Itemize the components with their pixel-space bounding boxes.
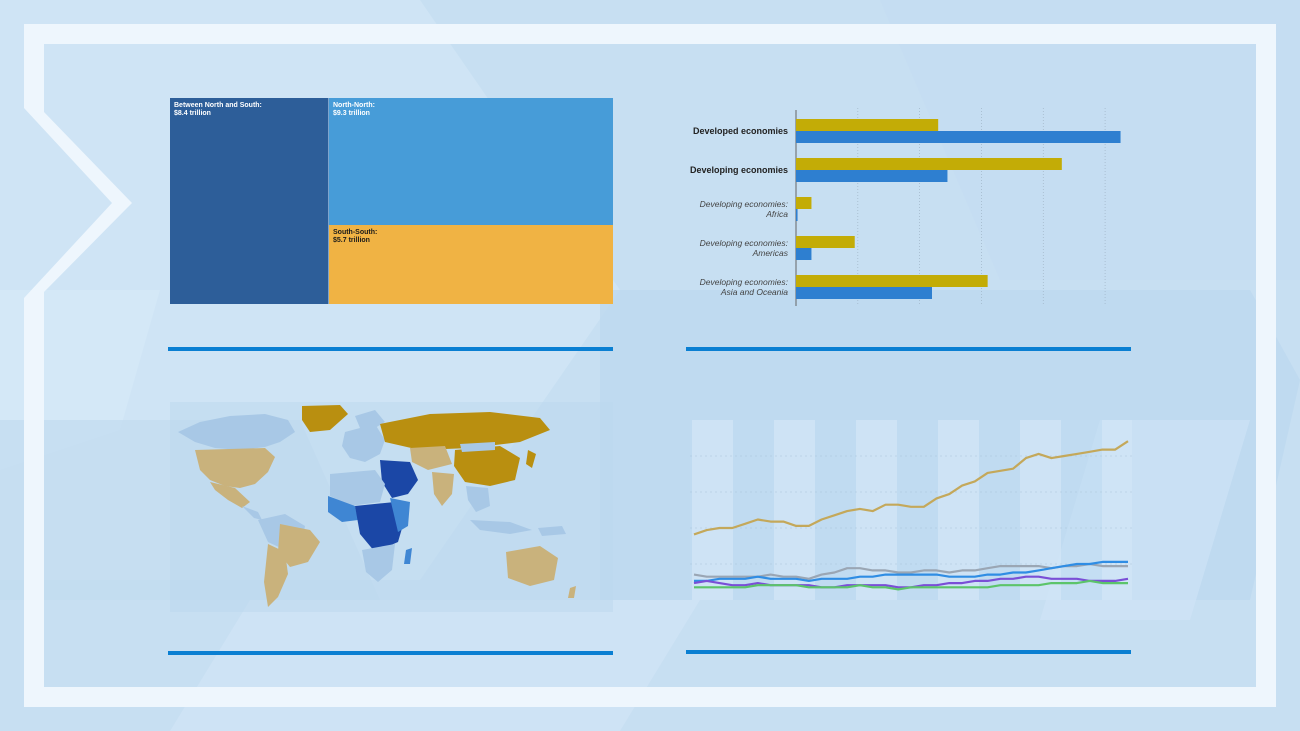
map-region-europe xyxy=(342,424,385,462)
bar xyxy=(796,248,812,260)
line-chart xyxy=(690,420,1143,600)
line-band xyxy=(774,420,815,600)
treemap-value: $8.4 trillion xyxy=(174,110,211,117)
line-series xyxy=(693,440,1129,536)
bar-category-label: Developed economies xyxy=(692,126,788,136)
line-band xyxy=(692,420,733,600)
bar xyxy=(796,131,1121,143)
map-region-madagascar xyxy=(404,548,412,564)
panel-divider xyxy=(168,347,613,351)
line-band xyxy=(938,420,979,600)
treemap-panel: Between North and South: $8.4 trillion N… xyxy=(170,98,613,304)
map-region-southeast-asia xyxy=(466,486,490,512)
world-map-panel xyxy=(170,402,613,612)
bar xyxy=(796,119,939,131)
bar xyxy=(796,287,932,299)
line-series xyxy=(694,579,1128,591)
treemap-label: North-North: xyxy=(333,102,375,109)
map-region-north-africa xyxy=(330,470,385,506)
map-region-central-africa xyxy=(355,502,405,552)
bar xyxy=(796,236,855,248)
map-region-indonesia xyxy=(470,520,532,534)
bar-category-labels: Developed economies Developing economies… xyxy=(660,108,788,310)
map-region-southern-africa xyxy=(362,544,395,582)
map-region-india xyxy=(432,472,454,506)
panel-divider xyxy=(168,651,613,655)
map-region-mongolia xyxy=(460,442,495,452)
panel-divider xyxy=(686,650,1131,654)
bar-chart-panel: Developed economies Developing economies… xyxy=(660,108,1140,310)
treemap-label: Between North and South: xyxy=(174,102,262,109)
bar xyxy=(796,197,812,209)
line-chart-panel xyxy=(690,420,1143,600)
line-series xyxy=(694,560,1128,582)
treemap-cell-south-south: South-South: $5.7 trillion xyxy=(329,225,613,304)
treemap-value: $5.7 trillion xyxy=(333,237,370,244)
panel-divider xyxy=(686,347,1131,351)
map-region-new-zealand xyxy=(568,586,576,598)
map-region-china xyxy=(454,446,520,486)
bar xyxy=(796,209,798,221)
map-region-russia xyxy=(380,412,550,450)
map-region-central-america xyxy=(242,506,262,520)
map-region-usa xyxy=(195,448,275,488)
treemap-value: $9.3 trillion xyxy=(333,110,370,117)
bar-category-label: Developing economies: Africa xyxy=(699,199,788,219)
map-region-canada xyxy=(178,414,295,450)
bar-category-label: Developing economies: Asia and Oceania xyxy=(699,277,788,297)
bar-chart xyxy=(795,108,1121,306)
map-region-greenland xyxy=(302,405,348,432)
map-region-east-africa xyxy=(390,498,410,532)
map-region-australia xyxy=(506,546,558,586)
treemap-cell-north-north: North-North: $9.3 trillion xyxy=(329,98,613,225)
world-map xyxy=(170,402,613,612)
map-region-central-asia xyxy=(410,446,452,470)
map-region-japan xyxy=(526,450,536,468)
map-region-mexico xyxy=(210,482,250,508)
bar xyxy=(796,275,988,287)
bar-category-label: Developing economies: Americas xyxy=(699,238,788,258)
bar xyxy=(796,170,948,182)
treemap-label: South-South: xyxy=(333,229,378,236)
bar-category-label: Developing economies xyxy=(689,165,788,175)
map-region-scandinavia xyxy=(355,410,385,428)
map-region-brazil xyxy=(278,524,320,567)
map-region-papua xyxy=(538,526,566,536)
map-region-middle-east xyxy=(380,460,418,498)
map-region-south-america-south xyxy=(264,544,288,607)
treemap-cell-between-north-south: Between North and South: $8.4 trillion xyxy=(170,98,329,304)
map-region-west-africa xyxy=(328,496,358,522)
bar xyxy=(796,158,1062,170)
line-band xyxy=(1102,420,1143,600)
